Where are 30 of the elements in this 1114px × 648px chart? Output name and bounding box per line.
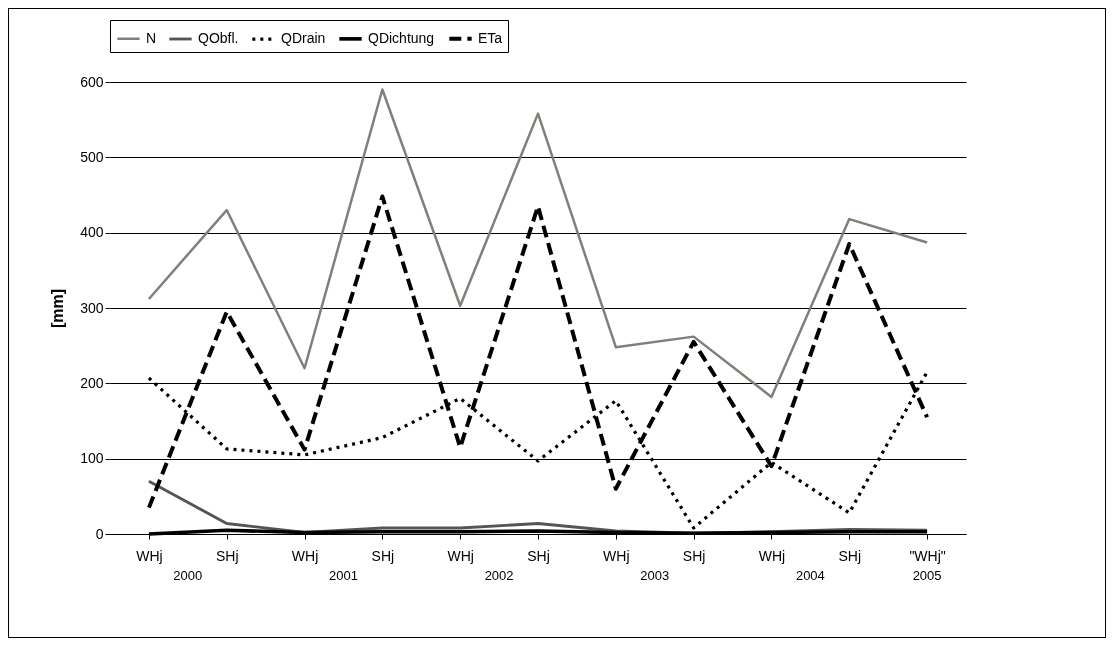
text: 2003 bbox=[640, 568, 670, 583]
y-axis-title: [mm] bbox=[49, 288, 67, 329]
x-tick-label: SHj bbox=[838, 547, 862, 564]
legend-label: N bbox=[146, 29, 157, 46]
text: 2005 bbox=[912, 568, 942, 583]
x-tick-label: WHj bbox=[136, 547, 163, 564]
y-tick-label: 500 bbox=[80, 148, 104, 165]
x-tick-label: WHj bbox=[291, 547, 319, 564]
y-tick-label: 100 bbox=[80, 450, 104, 467]
text: 2000 bbox=[173, 568, 203, 583]
x-tick-label: SHj bbox=[371, 547, 395, 564]
legend-label: QObfl. bbox=[198, 30, 239, 46]
x-tick-label: WHj bbox=[603, 547, 630, 564]
legend-label: ETa bbox=[478, 29, 503, 46]
text: 2001 bbox=[328, 568, 358, 583]
text: 2004 bbox=[795, 568, 825, 583]
text: 2002 bbox=[484, 568, 514, 583]
x-tick-label: SHj bbox=[682, 547, 706, 564]
legend-label: QDrain bbox=[281, 30, 326, 46]
y-tick-label: 0 bbox=[95, 525, 104, 542]
y-tick-label: 200 bbox=[80, 374, 104, 391]
y-tick-label: 400 bbox=[80, 224, 104, 241]
legend-label: QDichtung bbox=[368, 29, 435, 46]
x-tick-label: "WHj" bbox=[909, 547, 946, 564]
x-tick-label: SHj bbox=[527, 547, 550, 564]
x-tick-label: SHj bbox=[215, 547, 239, 564]
x-tick-label: WHj bbox=[758, 547, 786, 564]
x-tick-label: WHj bbox=[447, 547, 474, 564]
y-tick-label: 600 bbox=[80, 73, 104, 90]
y-tick-label: 300 bbox=[80, 299, 104, 316]
